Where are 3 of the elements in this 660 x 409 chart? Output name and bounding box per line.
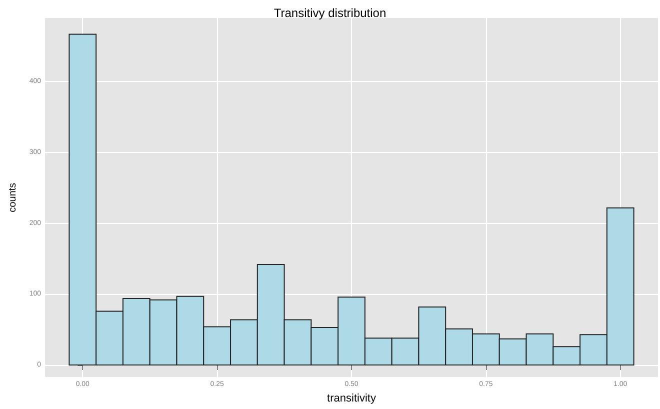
x-axis-title: transitivity	[327, 392, 376, 404]
y-axis-title: counts	[8, 182, 18, 212]
chart-title: Transitivy distribution	[274, 6, 386, 20]
